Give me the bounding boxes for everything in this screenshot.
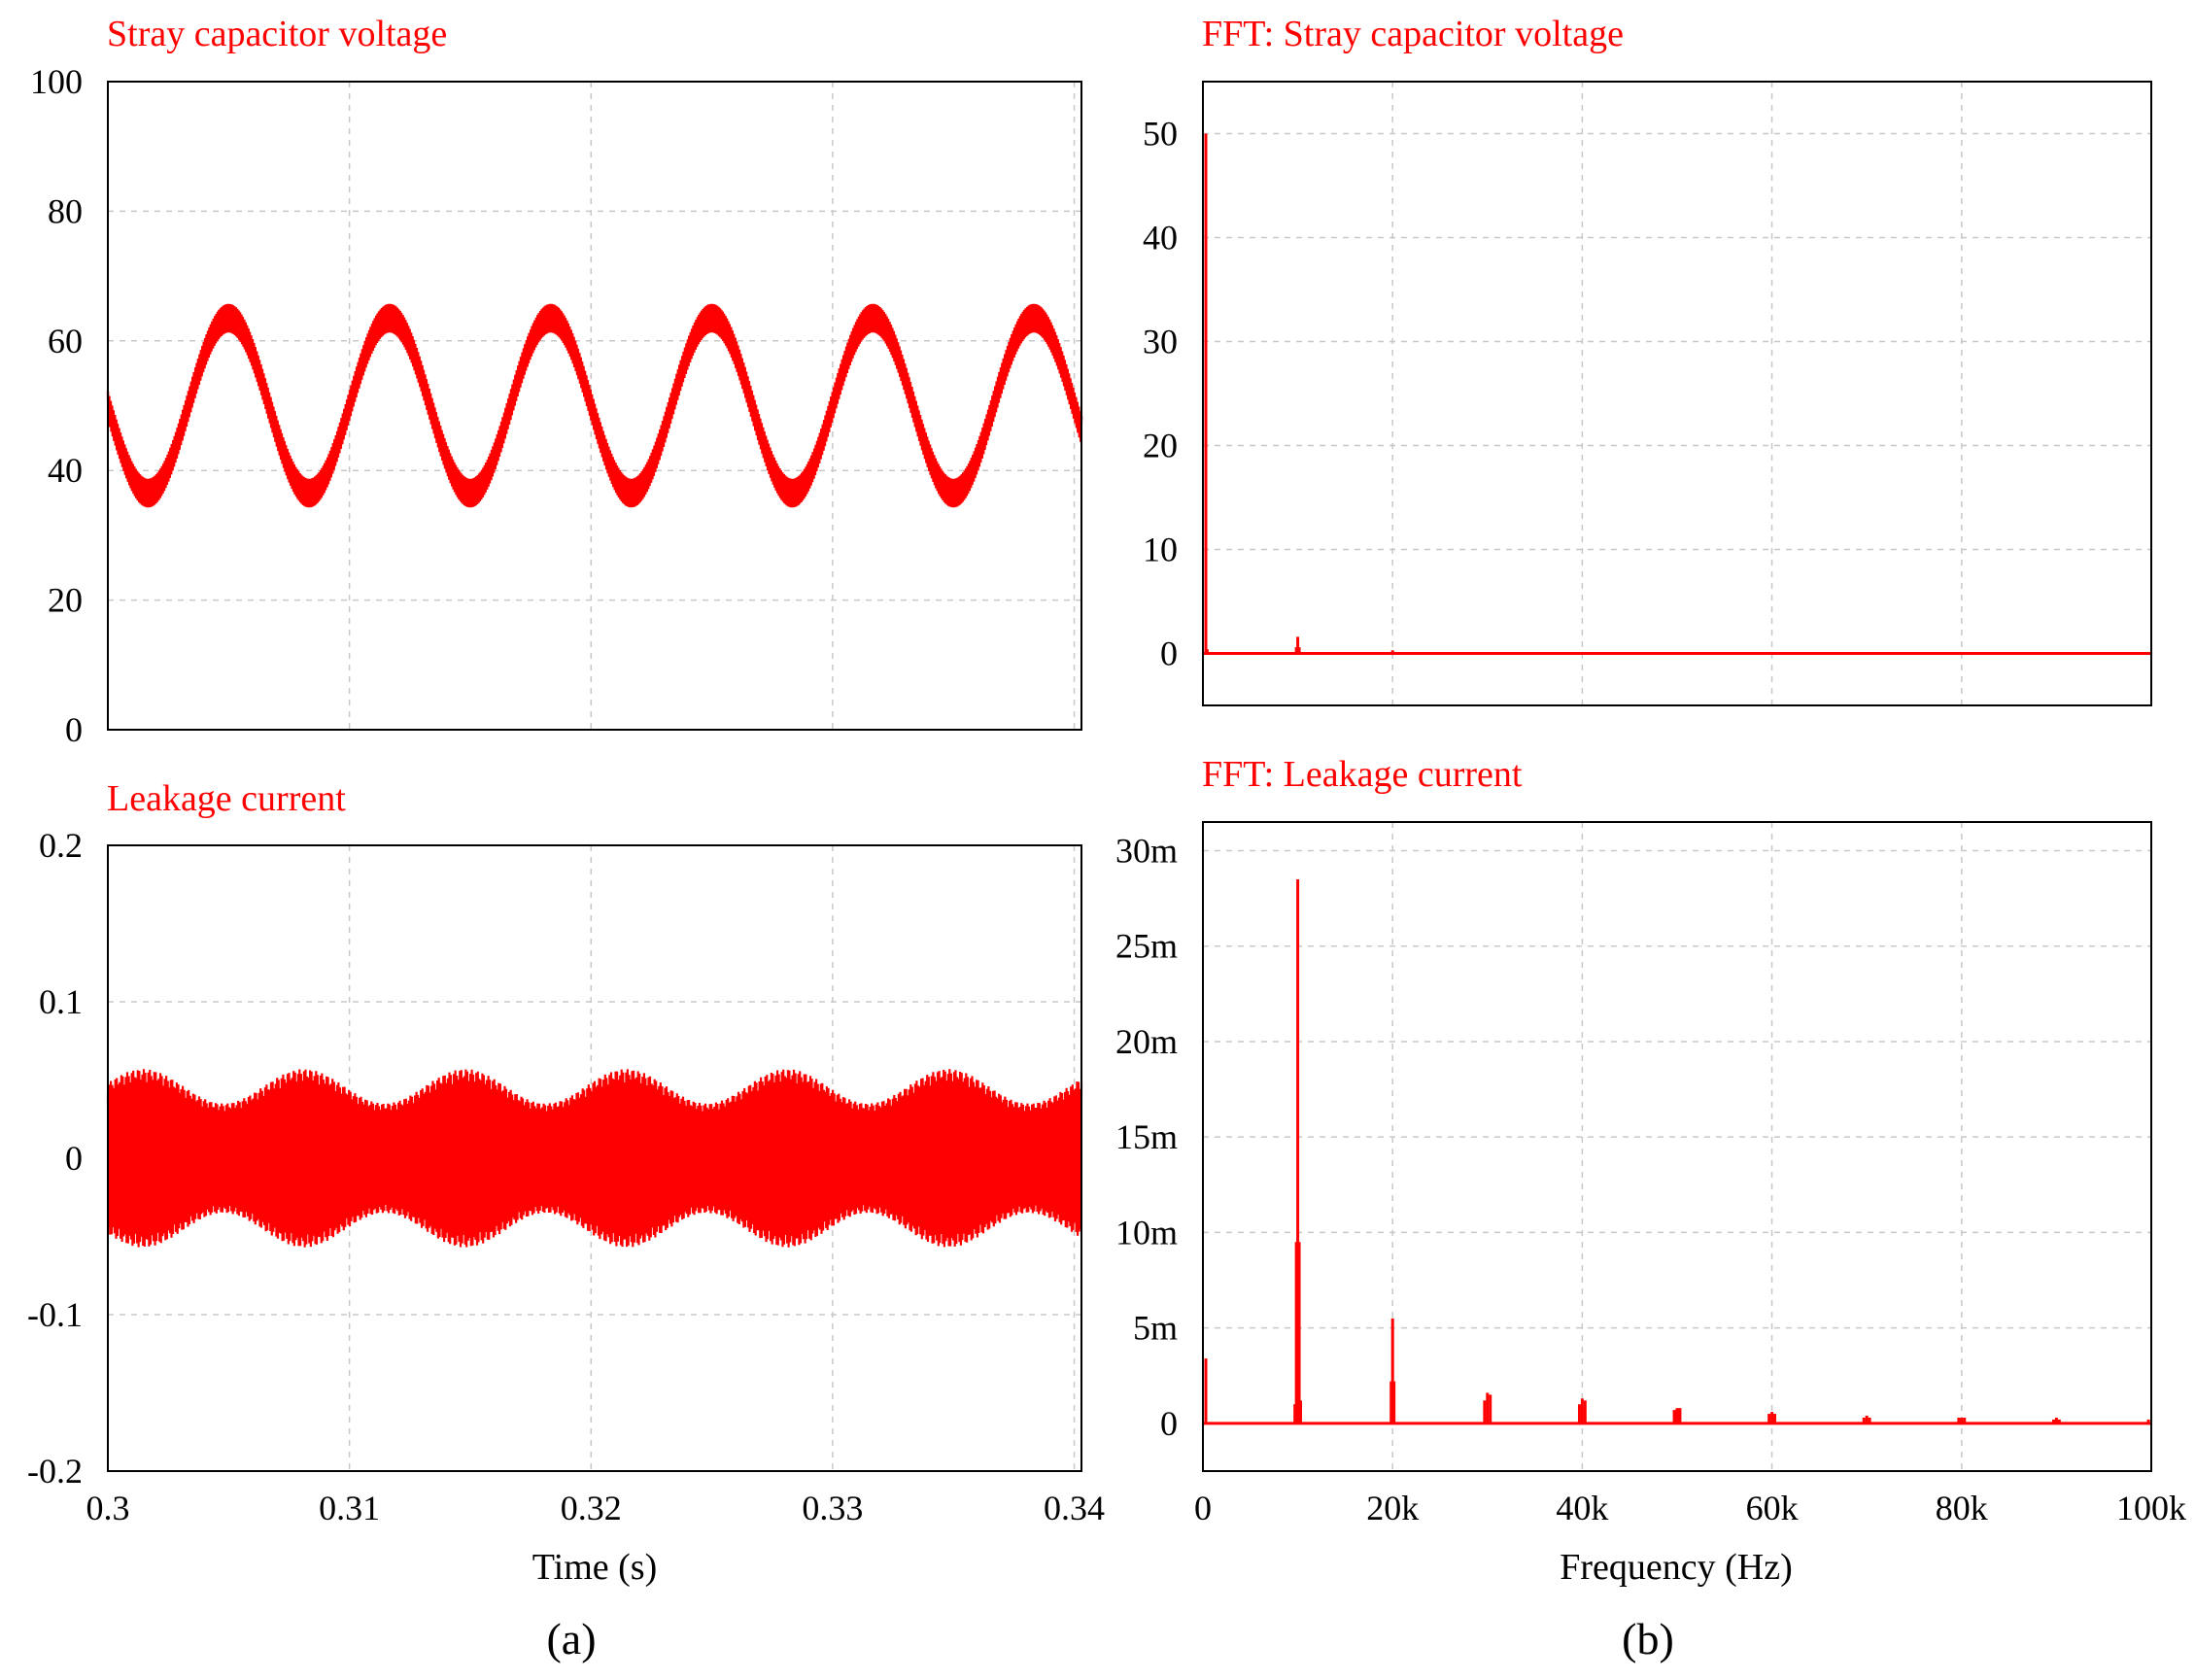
y-tick-label: 15m — [1115, 1117, 1178, 1156]
panel-fft-voltage: FFT: Stray capacitor voltage 0 10 20 30 40 50 — [1143, 14, 2152, 706]
y-tick-label: 30 — [1143, 323, 1178, 361]
xlabel-time: Time (s) — [532, 1547, 657, 1588]
y-tick-label: 0 — [1160, 1404, 1178, 1443]
x-tick-label: 0.31 — [319, 1489, 380, 1527]
leakage-trace-group — [106, 1069, 1083, 1248]
x-tick-label: 0.33 — [802, 1489, 863, 1527]
y-tick-label: 20 — [1143, 427, 1178, 465]
voltage-trace-group — [106, 303, 1083, 508]
grid-fft-leakage — [1203, 822, 2151, 1471]
grid-fft-voltage — [1203, 82, 2151, 705]
x-tick-label: 40k — [1556, 1489, 1608, 1527]
x-tick-label: 20k — [1366, 1489, 1419, 1527]
caption-b: (b) — [1622, 1614, 1674, 1663]
ticks-leakage: 0.3 0.31 0.32 0.33 0.34 -0.2 -0.1 0 0.1 0.2 — [27, 826, 1105, 1527]
y-tick-label: 10m — [1115, 1213, 1178, 1251]
y-tick-label: 25m — [1115, 927, 1178, 966]
x-tick-label: 60k — [1746, 1489, 1799, 1527]
y-tick-label: 0 — [65, 1139, 83, 1178]
title-leakage: Leakage current — [107, 778, 346, 819]
voltage-trace — [106, 303, 1083, 508]
fft-voltage-trace-group — [1203, 133, 2151, 655]
y-tick-label: 0.2 — [39, 826, 83, 865]
panel-leakage: Leakage current 0.3 0.31 0.32 0.33 0.34 -0.2 -… — [27, 778, 1105, 1588]
panel-fft-leakage: FFT: Leakage current 0 20k 40k 60k 80k 100k 0 5… — [1115, 754, 2186, 1588]
y-tick-label: -0.1 — [27, 1295, 83, 1334]
y-tick-label: 100 — [30, 62, 83, 101]
plot-frame-fft-voltage — [1202, 81, 2152, 706]
x-tick-label: 80k — [1936, 1489, 1988, 1527]
x-tick-label: 0.3 — [86, 1489, 130, 1527]
y-tick-label: 10 — [1143, 531, 1178, 569]
caption-a: (a) — [546, 1614, 596, 1663]
fft-leakage-trace-group — [1203, 878, 2151, 1425]
y-tick-label: 0.1 — [39, 982, 83, 1021]
title-fft-voltage: FFT: Stray capacitor voltage — [1202, 14, 1624, 54]
y-tick-label: 80 — [48, 191, 83, 230]
grid-voltage — [108, 82, 1081, 730]
x-tick-label: 0 — [1194, 1489, 1212, 1527]
y-tick-label: 50 — [1143, 115, 1178, 154]
y-tick-label: 40 — [1143, 219, 1178, 257]
y-tick-label: 5m — [1133, 1309, 1178, 1348]
ticks-voltage: 0 20 40 60 80 100 — [30, 62, 83, 749]
leakage-trace — [106, 1069, 1083, 1248]
x-tick-label: 0.32 — [561, 1489, 622, 1527]
ticks-fft-leakage: 0 20k 40k 60k 80k 100k 0 5m 10m 15m 20m 25m 30m — [1115, 831, 2186, 1527]
y-tick-label: -0.2 — [27, 1452, 83, 1491]
plot-frame-voltage — [107, 81, 1082, 731]
y-tick-label: 20m — [1115, 1022, 1178, 1061]
y-tick-label: 0 — [1160, 634, 1178, 673]
y-tick-label: 40 — [48, 451, 83, 490]
xlabel-frequency: Frequency (Hz) — [1560, 1547, 1793, 1588]
plot-frame-fft-leakage — [1202, 821, 2152, 1472]
y-tick-label: 20 — [48, 581, 83, 620]
x-tick-label: 100k — [2116, 1489, 2186, 1527]
y-tick-label: 0 — [65, 710, 83, 749]
ticks-fft-voltage: 0 10 20 30 40 50 — [1143, 115, 1178, 673]
plot-frame-leakage — [107, 844, 1082, 1472]
y-tick-label: 30m — [1115, 831, 1178, 870]
y-tick-label: 60 — [48, 322, 83, 360]
x-tick-label: 0.34 — [1044, 1489, 1105, 1527]
panel-voltage: Stray capacitor voltage 0 20 40 60 80 100 — [30, 14, 1083, 749]
title-voltage: Stray capacitor voltage — [107, 14, 447, 54]
title-fft-leakage: FFT: Leakage current — [1202, 754, 1523, 795]
